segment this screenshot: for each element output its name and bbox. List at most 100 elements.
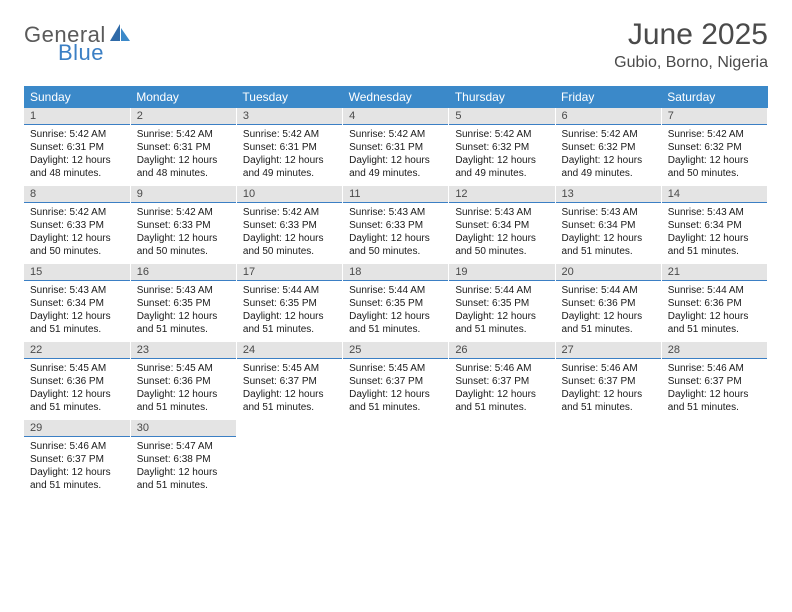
sunrise-line: Sunrise: 5:45 AM bbox=[137, 362, 230, 375]
day-body: Sunrise: 5:42 AMSunset: 6:31 PMDaylight:… bbox=[24, 125, 130, 186]
daylight-line: Daylight: 12 hours and 50 minutes. bbox=[30, 232, 124, 258]
calendar-row: 22Sunrise: 5:45 AMSunset: 6:36 PMDayligh… bbox=[24, 342, 768, 420]
day-cell: 18Sunrise: 5:44 AMSunset: 6:35 PMDayligh… bbox=[343, 264, 449, 342]
sunrise-line: Sunrise: 5:43 AM bbox=[562, 206, 655, 219]
sunrise-line: Sunrise: 5:43 AM bbox=[349, 206, 442, 219]
day-cell: 2Sunrise: 5:42 AMSunset: 6:31 PMDaylight… bbox=[130, 108, 236, 186]
daylight-line: Daylight: 12 hours and 51 minutes. bbox=[30, 310, 124, 336]
daylight-line: Daylight: 12 hours and 51 minutes. bbox=[137, 388, 230, 414]
day-number: 22 bbox=[24, 342, 130, 359]
daylight-line: Daylight: 12 hours and 49 minutes. bbox=[349, 154, 442, 180]
day-number: 5 bbox=[449, 108, 554, 125]
title-block: June 2025 Gubio, Borno, Nigeria bbox=[614, 18, 768, 72]
sunrise-line: Sunrise: 5:46 AM bbox=[30, 440, 124, 453]
daylight-line: Daylight: 12 hours and 51 minutes. bbox=[668, 388, 761, 414]
sunrise-line: Sunrise: 5:42 AM bbox=[243, 128, 336, 141]
sunset-line: Sunset: 6:32 PM bbox=[455, 141, 548, 154]
day-cell: 5Sunrise: 5:42 AMSunset: 6:32 PMDaylight… bbox=[449, 108, 555, 186]
sunset-line: Sunset: 6:34 PM bbox=[562, 219, 655, 232]
sunrise-line: Sunrise: 5:42 AM bbox=[562, 128, 655, 141]
daylight-line: Daylight: 12 hours and 51 minutes. bbox=[562, 310, 655, 336]
daylight-line: Daylight: 12 hours and 50 minutes. bbox=[137, 232, 230, 258]
day-cell: 27Sunrise: 5:46 AMSunset: 6:37 PMDayligh… bbox=[555, 342, 661, 420]
day-body: Sunrise: 5:42 AMSunset: 6:33 PMDaylight:… bbox=[237, 203, 342, 264]
day-body: Sunrise: 5:43 AMSunset: 6:33 PMDaylight:… bbox=[343, 203, 448, 264]
day-number: 7 bbox=[662, 108, 767, 125]
day-cell: 30Sunrise: 5:47 AMSunset: 6:38 PMDayligh… bbox=[130, 420, 236, 498]
weekday-header: Thursday bbox=[449, 86, 555, 108]
daylight-line: Daylight: 12 hours and 51 minutes. bbox=[455, 388, 548, 414]
day-number: 19 bbox=[449, 264, 554, 281]
weekday-row: SundayMondayTuesdayWednesdayThursdayFrid… bbox=[24, 86, 768, 108]
sunrise-line: Sunrise: 5:46 AM bbox=[668, 362, 761, 375]
sunset-line: Sunset: 6:36 PM bbox=[562, 297, 655, 310]
sunrise-line: Sunrise: 5:42 AM bbox=[455, 128, 548, 141]
daylight-line: Daylight: 12 hours and 48 minutes. bbox=[137, 154, 230, 180]
sunrise-line: Sunrise: 5:43 AM bbox=[137, 284, 230, 297]
sunset-line: Sunset: 6:37 PM bbox=[243, 375, 336, 388]
sunrise-line: Sunrise: 5:43 AM bbox=[455, 206, 548, 219]
weekday-header: Tuesday bbox=[236, 86, 342, 108]
sunrise-line: Sunrise: 5:44 AM bbox=[243, 284, 336, 297]
day-number: 3 bbox=[237, 108, 342, 125]
day-number: 26 bbox=[449, 342, 554, 359]
day-number: 14 bbox=[662, 186, 767, 203]
sunset-line: Sunset: 6:37 PM bbox=[562, 375, 655, 388]
day-body: Sunrise: 5:47 AMSunset: 6:38 PMDaylight:… bbox=[131, 437, 236, 498]
daylight-line: Daylight: 12 hours and 51 minutes. bbox=[562, 232, 655, 258]
day-cell: 29Sunrise: 5:46 AMSunset: 6:37 PMDayligh… bbox=[24, 420, 130, 498]
daylight-line: Daylight: 12 hours and 50 minutes. bbox=[455, 232, 548, 258]
sunrise-line: Sunrise: 5:42 AM bbox=[30, 206, 124, 219]
sunset-line: Sunset: 6:34 PM bbox=[30, 297, 124, 310]
sunrise-line: Sunrise: 5:46 AM bbox=[455, 362, 548, 375]
sunset-line: Sunset: 6:37 PM bbox=[30, 453, 124, 466]
day-cell: 15Sunrise: 5:43 AMSunset: 6:34 PMDayligh… bbox=[24, 264, 130, 342]
day-cell bbox=[555, 420, 661, 498]
day-cell: 11Sunrise: 5:43 AMSunset: 6:33 PMDayligh… bbox=[343, 186, 449, 264]
day-cell: 24Sunrise: 5:45 AMSunset: 6:37 PMDayligh… bbox=[236, 342, 342, 420]
sunset-line: Sunset: 6:36 PM bbox=[30, 375, 124, 388]
day-number: 1 bbox=[24, 108, 130, 125]
day-cell: 16Sunrise: 5:43 AMSunset: 6:35 PMDayligh… bbox=[130, 264, 236, 342]
sunset-line: Sunset: 6:37 PM bbox=[455, 375, 548, 388]
calendar-table: SundayMondayTuesdayWednesdayThursdayFrid… bbox=[24, 86, 768, 498]
day-body: Sunrise: 5:45 AMSunset: 6:37 PMDaylight:… bbox=[343, 359, 448, 420]
day-cell: 23Sunrise: 5:45 AMSunset: 6:36 PMDayligh… bbox=[130, 342, 236, 420]
day-number: 2 bbox=[131, 108, 236, 125]
sunset-line: Sunset: 6:35 PM bbox=[243, 297, 336, 310]
day-body: Sunrise: 5:44 AMSunset: 6:36 PMDaylight:… bbox=[556, 281, 661, 342]
sunset-line: Sunset: 6:31 PM bbox=[30, 141, 124, 154]
daylight-line: Daylight: 12 hours and 49 minutes. bbox=[562, 154, 655, 180]
day-body: Sunrise: 5:42 AMSunset: 6:31 PMDaylight:… bbox=[237, 125, 342, 186]
sunset-line: Sunset: 6:35 PM bbox=[137, 297, 230, 310]
day-cell: 17Sunrise: 5:44 AMSunset: 6:35 PMDayligh… bbox=[236, 264, 342, 342]
sunset-line: Sunset: 6:34 PM bbox=[668, 219, 761, 232]
daylight-line: Daylight: 12 hours and 51 minutes. bbox=[562, 388, 655, 414]
day-body: Sunrise: 5:43 AMSunset: 6:35 PMDaylight:… bbox=[131, 281, 236, 342]
day-body: Sunrise: 5:44 AMSunset: 6:35 PMDaylight:… bbox=[449, 281, 554, 342]
day-number: 12 bbox=[449, 186, 554, 203]
sunset-line: Sunset: 6:31 PM bbox=[243, 141, 336, 154]
daylight-line: Daylight: 12 hours and 51 minutes. bbox=[243, 310, 336, 336]
day-number: 13 bbox=[556, 186, 661, 203]
sunset-line: Sunset: 6:33 PM bbox=[30, 219, 124, 232]
sunset-line: Sunset: 6:31 PM bbox=[137, 141, 230, 154]
day-body: Sunrise: 5:46 AMSunset: 6:37 PMDaylight:… bbox=[556, 359, 661, 420]
day-body: Sunrise: 5:42 AMSunset: 6:32 PMDaylight:… bbox=[662, 125, 767, 186]
sunset-line: Sunset: 6:37 PM bbox=[349, 375, 442, 388]
sunrise-line: Sunrise: 5:44 AM bbox=[349, 284, 442, 297]
daylight-line: Daylight: 12 hours and 48 minutes. bbox=[30, 154, 124, 180]
day-body: Sunrise: 5:43 AMSunset: 6:34 PMDaylight:… bbox=[449, 203, 554, 264]
day-body: Sunrise: 5:46 AMSunset: 6:37 PMDaylight:… bbox=[449, 359, 554, 420]
sunset-line: Sunset: 6:33 PM bbox=[137, 219, 230, 232]
day-cell bbox=[343, 420, 449, 498]
day-number: 18 bbox=[343, 264, 448, 281]
sunrise-line: Sunrise: 5:45 AM bbox=[30, 362, 124, 375]
day-body: Sunrise: 5:45 AMSunset: 6:36 PMDaylight:… bbox=[131, 359, 236, 420]
sunset-line: Sunset: 6:35 PM bbox=[349, 297, 442, 310]
day-cell bbox=[449, 420, 555, 498]
sunrise-line: Sunrise: 5:43 AM bbox=[30, 284, 124, 297]
day-cell: 19Sunrise: 5:44 AMSunset: 6:35 PMDayligh… bbox=[449, 264, 555, 342]
day-body: Sunrise: 5:44 AMSunset: 6:35 PMDaylight:… bbox=[237, 281, 342, 342]
day-cell: 20Sunrise: 5:44 AMSunset: 6:36 PMDayligh… bbox=[555, 264, 661, 342]
